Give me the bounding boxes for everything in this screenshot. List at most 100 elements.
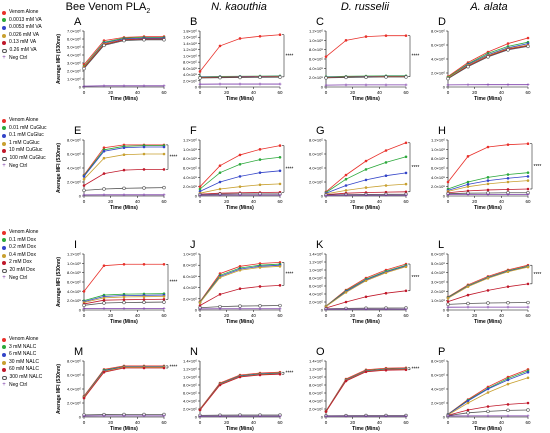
data-point	[526, 36, 530, 40]
y-tick-label: 8.0×10⁵	[183, 156, 197, 161]
data-point	[102, 43, 106, 48]
data-point	[122, 38, 126, 43]
legend-label: Neg Ctrl	[9, 381, 28, 388]
panel-P: P 0 2.0×10⁶ 4.0×10⁶ 6.0×10⁶ 8.0×10⁶ 0 20 40 60 Tim…	[431, 346, 531, 432]
series-line	[325, 368, 407, 412]
legend-marker-icon	[2, 133, 6, 138]
data-point	[486, 387, 490, 391]
legend-row-3: Venom Alone 0.1 mM Dox 0.2 mM Dox 0.4 mM Do…	[2, 229, 38, 282]
y-tick-label: 6.0×10⁶	[431, 373, 445, 378]
legend-item: 0.0013 mM VA	[2, 17, 42, 25]
panel-letter: P	[438, 346, 445, 358]
data-point	[344, 379, 348, 383]
legend-item: + Neg Ctrl	[2, 275, 38, 283]
y-tick-label: 8.0×10⁶	[67, 359, 81, 364]
y-tick-label: 6.0×10⁵	[67, 280, 81, 285]
y-tick-label: 0	[195, 194, 198, 199]
data-point	[486, 83, 490, 87]
legend-row-4: Venom Alone 3 mM NALC 6 mM NALC 30 mM NALC 6…	[2, 336, 42, 389]
data-point	[258, 285, 262, 288]
data-point	[526, 142, 530, 146]
y-tick-label: 0	[195, 85, 198, 90]
y-tick-label: 7.0×10⁶	[67, 29, 81, 34]
significance-bracket	[408, 35, 411, 77]
legend-label: 0.0053 mM VA	[9, 24, 42, 31]
y-tick-label: 4.0×10⁶	[67, 387, 81, 392]
column-title-n-kaouthia: N. kaouthia	[211, 1, 267, 13]
data-point	[102, 187, 106, 191]
x-tick-label: 20	[350, 90, 356, 95]
data-point	[142, 84, 146, 88]
data-point	[404, 34, 408, 37]
data-point	[526, 305, 530, 309]
legend-label: Neg Ctrl	[9, 54, 28, 61]
y-tick-label: 1.0×10⁶	[309, 375, 323, 380]
data-point	[218, 75, 222, 80]
x-tick-label: 0	[447, 90, 450, 95]
data-point	[466, 301, 470, 306]
data-point	[324, 76, 328, 80]
y-tick-label: 8.0×10⁶	[431, 29, 445, 34]
panel-N: N 0 2.0×10⁵ 4.0×10⁵ 6.0×10⁵ 8.0×10⁵ 1.0×10⁶ 1.2…	[183, 346, 293, 432]
significance-label: ****	[412, 165, 420, 171]
y-tick-label: 1.6×10⁶	[183, 35, 197, 40]
significance-bracket	[408, 142, 411, 193]
legend-marker-icon	[2, 149, 6, 154]
y-tick-label: 6.0×10⁶	[431, 252, 445, 257]
y-tick-label: 1.2×10⁶	[183, 138, 197, 143]
significance-label: ****	[412, 54, 420, 60]
data-point	[278, 303, 282, 308]
data-point	[486, 55, 490, 59]
x-tick-label: 20	[350, 313, 356, 318]
y-tick-label: 1.0×10⁶	[309, 38, 323, 43]
legend-item: 100 mM CuGluc	[2, 155, 47, 163]
data-point	[198, 70, 202, 73]
x-axis-label: Time (Mins)	[110, 205, 138, 211]
data-point	[122, 146, 126, 149]
data-point	[344, 177, 348, 181]
data-point	[486, 289, 490, 292]
y-tick-label: 1.2×10⁶	[67, 252, 81, 257]
data-point	[404, 265, 408, 269]
data-point	[486, 409, 490, 414]
data-point	[122, 414, 126, 418]
data-point	[364, 35, 368, 38]
data-point	[364, 279, 368, 283]
data-point	[278, 144, 282, 147]
legend-marker-icon	[2, 375, 7, 381]
series-line	[325, 264, 407, 307]
y-tick-label: 2.0×10⁵	[309, 300, 323, 305]
data-point	[142, 306, 146, 310]
data-point	[258, 158, 262, 161]
data-point	[142, 298, 146, 301]
panel-letter: D	[438, 16, 446, 28]
data-point	[102, 296, 106, 300]
data-point	[466, 83, 470, 87]
data-point	[344, 83, 348, 87]
series-line	[83, 367, 164, 399]
legend-label: 0.2 mM Dox	[9, 244, 36, 251]
data-point	[238, 153, 242, 157]
data-point	[278, 372, 282, 376]
data-point	[258, 148, 262, 151]
x-tick-label: 20	[224, 199, 230, 204]
data-point	[364, 307, 368, 311]
data-point	[162, 262, 166, 266]
data-point	[486, 305, 490, 309]
y-tick-label: 1.0×10⁶	[67, 77, 81, 82]
x-tick-label: 0	[325, 199, 328, 204]
legend-item: 10 mM CuGluc	[2, 147, 47, 155]
data-point	[142, 186, 146, 190]
data-point	[486, 405, 490, 408]
y-tick-label: 2.0×10⁶	[67, 180, 81, 185]
x-tick-label: 20	[108, 313, 114, 318]
data-point	[526, 179, 530, 182]
y-tick-label: 6.0×10⁶	[67, 373, 81, 378]
y-tick-label: 4.0×10⁶	[431, 270, 445, 275]
y-tick-label: 0	[321, 308, 324, 313]
data-point	[446, 180, 450, 184]
y-tick-label: 0	[79, 194, 82, 199]
data-point	[506, 193, 510, 196]
data-point	[526, 83, 530, 87]
